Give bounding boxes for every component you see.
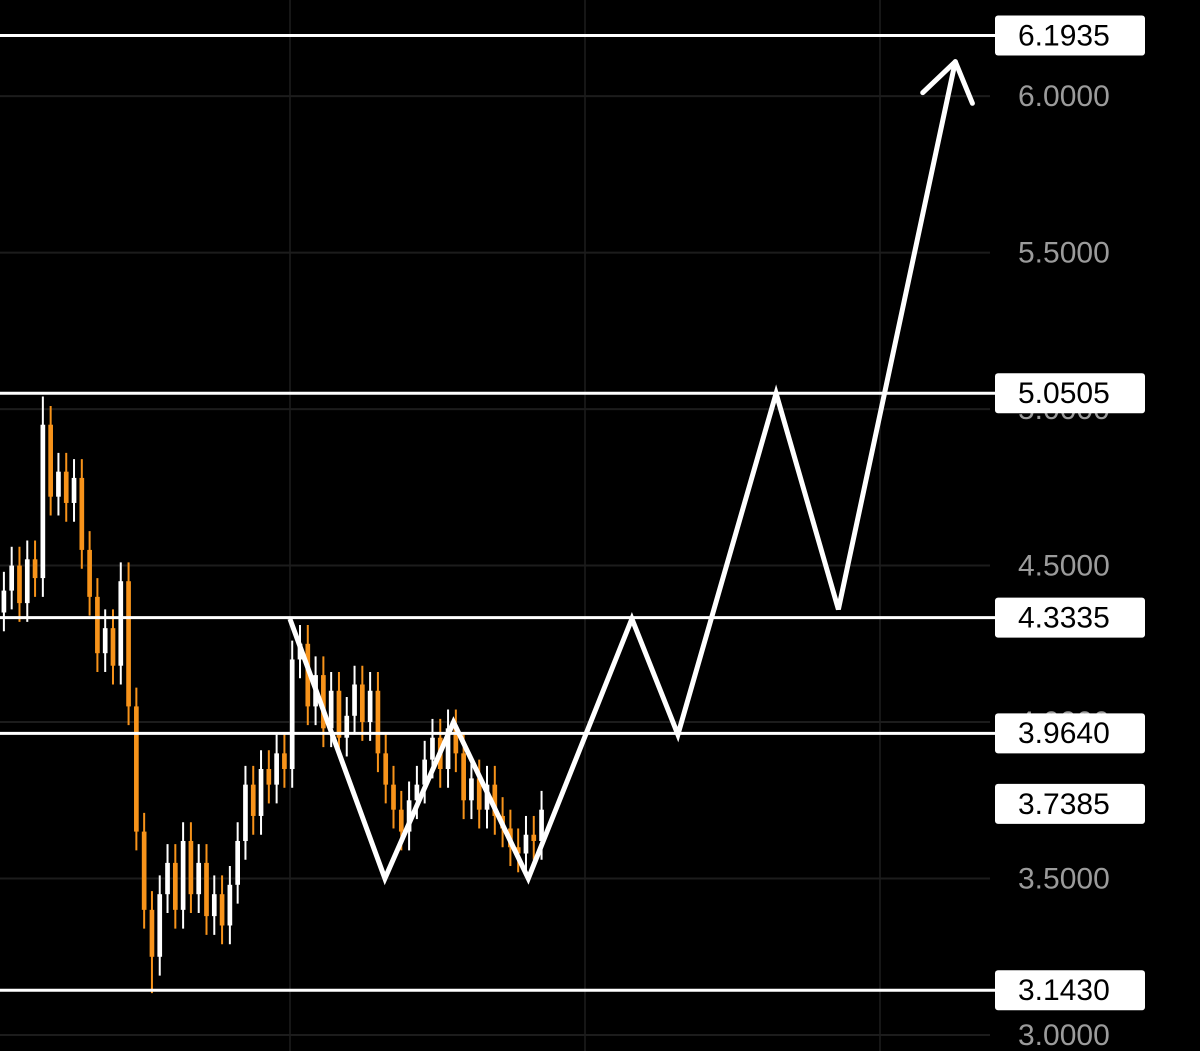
candle-body (344, 715, 350, 738)
candle-body (523, 834, 529, 854)
candle-body (110, 628, 116, 666)
candle-body (9, 565, 15, 591)
level-label: 6.1935 (1018, 19, 1110, 52)
candle-body (87, 549, 92, 597)
candle-body (375, 690, 381, 754)
candle-body (274, 753, 279, 785)
y-tick-label: 3.5000 (1018, 862, 1110, 895)
candle-body (102, 628, 108, 654)
candle-body (56, 471, 61, 497)
candle-body (24, 559, 30, 604)
candle-body (48, 424, 53, 497)
candle-body (134, 706, 139, 832)
candle-body (305, 643, 311, 707)
level-box (995, 713, 1145, 754)
candle-body (165, 862, 170, 895)
candle-body (118, 581, 124, 666)
candle-body (352, 684, 357, 716)
candle-body (17, 565, 22, 604)
candle-body (391, 784, 396, 810)
candle-body (219, 894, 225, 926)
candle-body (398, 809, 404, 832)
candle-body (515, 847, 521, 854)
candle-body (328, 690, 334, 729)
candle-body (360, 684, 365, 723)
y-tick-label: 3.0000 (1018, 1019, 1110, 1051)
candle-body (469, 778, 474, 801)
level-label: 3.1430 (1018, 974, 1110, 1007)
y-tick-label: 6.0000 (1018, 80, 1110, 113)
candle-body (258, 769, 264, 816)
candle-body (476, 778, 482, 810)
candle-body (188, 840, 194, 895)
candle-body (211, 894, 217, 917)
candle-body (149, 909, 155, 957)
candle-body (126, 581, 131, 707)
level-box (995, 597, 1145, 638)
candle-body (40, 424, 46, 579)
candle-body (95, 596, 100, 654)
level-label: 3.9640 (1018, 717, 1110, 750)
candle-body (445, 728, 451, 770)
candle-body (383, 753, 389, 785)
candle-body (492, 784, 498, 816)
candle-body (453, 728, 459, 754)
level-box (995, 373, 1145, 414)
candle-body (266, 769, 272, 785)
candle-body (79, 477, 85, 550)
candle-body (531, 834, 537, 841)
candle-body (406, 800, 412, 832)
arrow-head (920, 59, 958, 96)
candle-body (180, 840, 186, 910)
candle-body (63, 471, 69, 503)
candle-body (430, 737, 435, 760)
candle-body (367, 690, 373, 723)
candle-body (250, 784, 256, 816)
candle-body (1, 590, 7, 613)
candle-body (414, 784, 420, 801)
candle-body (282, 753, 287, 770)
level-box (995, 15, 1145, 56)
y-tick-label: 4.5000 (1018, 549, 1110, 582)
candle-body (321, 675, 326, 729)
candle-body (227, 884, 233, 926)
candle-body (289, 659, 295, 770)
candle-body (422, 759, 428, 785)
last-price-label: 3.7385 (1018, 788, 1110, 821)
candle-body (141, 831, 147, 910)
candle-body (157, 894, 163, 957)
candle-body (336, 690, 342, 738)
y-tick-label: 5.5000 (1018, 236, 1110, 269)
candle-body (204, 862, 209, 917)
candle-body (243, 784, 248, 841)
candle-body (235, 840, 240, 885)
level-label: 5.0505 (1018, 377, 1110, 410)
level-label: 4.3335 (1018, 602, 1110, 635)
candle-body (461, 753, 466, 801)
arrow-head (952, 59, 975, 106)
candle-body (71, 477, 77, 503)
candle-body (32, 559, 38, 579)
candle-body (196, 862, 202, 895)
candle-body (539, 809, 544, 841)
last-price-box (995, 783, 1145, 824)
level-box (995, 970, 1145, 1011)
candle-body (172, 862, 178, 910)
